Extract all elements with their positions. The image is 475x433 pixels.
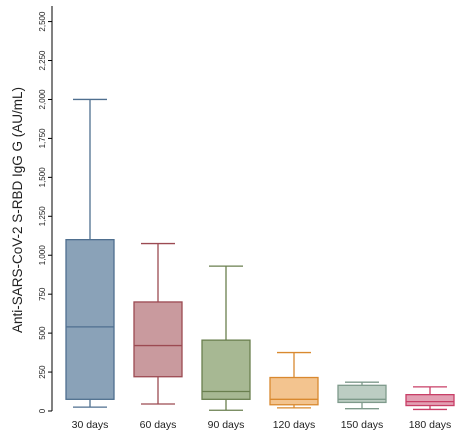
y-tick-label: 1,500 — [38, 167, 47, 188]
box-6 — [405, 386, 455, 411]
x-tick-label: 180 days — [409, 419, 452, 431]
x-tick-label: 60 days — [140, 419, 177, 431]
box-4 — [269, 351, 319, 409]
iqr-box — [337, 384, 387, 404]
y-tick-label: 750 — [38, 287, 47, 301]
y-tick-label: 2,000 — [38, 89, 47, 110]
x-axis-ticks: 30 days 60 days 90 days 120 days 150 days 180… — [72, 419, 452, 431]
y-axis-label: Anti-SARS-CoV-2 S-RBD IgG G (AU/mL) — [10, 87, 25, 333]
iqr-box — [133, 301, 183, 378]
y-tick-label: 0 — [38, 408, 47, 413]
y-tick-label: 1,000 — [38, 245, 47, 266]
iqr-box — [201, 339, 251, 400]
x-tick-label: 150 days — [341, 419, 384, 431]
iqr-box — [269, 376, 319, 406]
y-tick-label: 1,250 — [38, 206, 47, 227]
box-3 — [201, 265, 251, 411]
iqr-box — [65, 239, 115, 400]
y-tick-label: 2,500 — [38, 11, 47, 32]
y-tick-label: 250 — [38, 365, 47, 379]
x-tick-label: 120 days — [273, 419, 316, 431]
x-tick-label: 30 days — [72, 419, 109, 431]
y-tick-label: 500 — [38, 326, 47, 340]
box-series — [65, 98, 455, 411]
box-2 — [133, 242, 183, 405]
y-tick-label: 1,750 — [38, 128, 47, 149]
box-1 — [65, 98, 115, 408]
x-tick-label: 90 days — [208, 419, 245, 431]
y-axis-ticks: 0 250 500 750 1,000 1,250 1,500 1,750 2,000 2,250… — [38, 11, 52, 413]
iqr-box — [405, 393, 455, 407]
box-5 — [337, 381, 387, 410]
y-tick-label: 2,250 — [38, 50, 47, 71]
